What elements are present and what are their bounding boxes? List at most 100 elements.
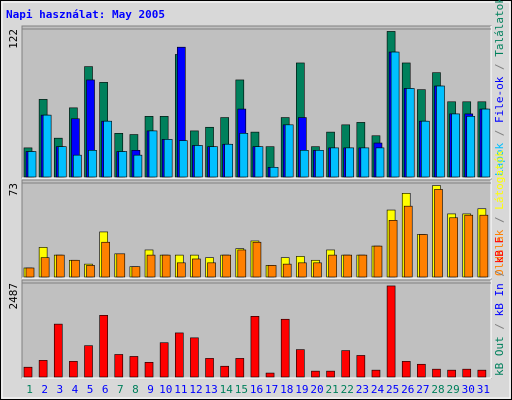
x-tick-label: 19	[295, 383, 308, 396]
bar	[434, 189, 443, 278]
bar	[432, 368, 441, 378]
legend-entry: Lapok	[493, 143, 506, 176]
bar	[479, 214, 489, 278]
bar	[343, 254, 353, 278]
bar	[38, 360, 48, 378]
bar	[42, 114, 52, 178]
x-tick-label: 16	[250, 383, 263, 396]
bar	[254, 146, 264, 178]
bar	[23, 366, 33, 378]
bar	[466, 116, 476, 178]
legend-entry: kB F	[493, 237, 506, 264]
bar	[449, 217, 458, 278]
bar	[174, 332, 184, 378]
bar	[205, 358, 214, 378]
legend: kB Out / kB In / kB F	[493, 237, 506, 376]
chart-title: Napi használat: May 2005	[6, 8, 165, 21]
bar	[451, 113, 460, 178]
x-tick-label: 28	[431, 383, 444, 396]
bar	[313, 262, 322, 278]
x-tick-label: 20	[310, 383, 323, 396]
legend-entry: Oldalak	[493, 229, 506, 276]
x-tick-label: 25	[386, 383, 399, 396]
bar	[131, 266, 141, 278]
bar	[207, 262, 216, 278]
bar	[300, 150, 309, 178]
bar	[481, 108, 491, 178]
bar	[114, 354, 124, 378]
bar	[341, 350, 351, 378]
bar	[224, 143, 233, 178]
bar	[375, 147, 385, 178]
x-tick-label: 8	[132, 383, 139, 396]
bar	[373, 245, 383, 278]
bar	[163, 139, 173, 178]
bar	[250, 315, 260, 378]
legend-separator: /	[493, 57, 506, 77]
bar	[118, 151, 128, 178]
bar	[477, 369, 487, 378]
bar	[360, 147, 370, 178]
legend-separator: /	[493, 316, 506, 336]
legend-separator: /	[493, 263, 506, 283]
legend-entry: Találatok	[493, 0, 506, 57]
legend: Lapok / File-ok / Találatok	[493, 0, 506, 176]
bar	[209, 146, 218, 178]
x-tick-label: 10	[159, 383, 172, 396]
bar	[220, 365, 229, 378]
bar	[390, 51, 400, 178]
bar	[88, 150, 97, 178]
bar	[330, 147, 339, 178]
bar	[73, 154, 82, 178]
bar	[464, 214, 474, 278]
bar	[194, 145, 203, 178]
x-tick-label: 11	[174, 383, 187, 396]
x-tick-label: 21	[326, 383, 339, 396]
x-tick-label: 27	[416, 383, 429, 396]
bar	[222, 254, 231, 278]
bar	[178, 140, 188, 178]
bar	[345, 147, 355, 178]
legend-extra: kB In	[493, 283, 506, 316]
bar	[71, 259, 80, 278]
y-tick-label: 2487	[7, 283, 20, 310]
bar	[267, 265, 277, 278]
x-tick-label: 29	[447, 383, 460, 396]
x-tick-label: 26	[401, 383, 414, 396]
bar	[235, 358, 245, 378]
bar	[358, 254, 368, 278]
x-tick-label: 18	[280, 383, 293, 396]
x-tick-label: 30	[462, 383, 475, 396]
x-tick-label: 1	[26, 383, 33, 396]
bar	[269, 166, 279, 178]
bar	[417, 363, 426, 378]
x-tick-label: 15	[235, 383, 248, 396]
bar	[69, 361, 78, 378]
legend-entry: Látogatók	[493, 150, 506, 210]
bar	[239, 133, 249, 178]
x-tick-label: 5	[87, 383, 94, 396]
bar	[159, 342, 169, 378]
bar	[103, 120, 112, 178]
x-tick-label: 14	[220, 383, 234, 396]
bar	[401, 361, 411, 378]
x-tick-label: 17	[265, 383, 278, 396]
x-tick-label: 6	[102, 383, 109, 396]
x-tick-label: 3	[57, 383, 64, 396]
bar	[192, 258, 201, 278]
bar	[133, 154, 143, 178]
x-tick-label: 9	[147, 383, 154, 396]
bar	[265, 372, 275, 378]
bar	[25, 267, 35, 278]
bar	[405, 88, 415, 178]
bar	[86, 265, 95, 278]
bar	[99, 315, 108, 378]
bar	[388, 220, 398, 278]
bar	[176, 262, 186, 278]
bar	[282, 263, 292, 278]
bar	[40, 257, 50, 278]
bar	[419, 234, 428, 278]
bar	[148, 130, 158, 178]
bar	[252, 241, 262, 278]
